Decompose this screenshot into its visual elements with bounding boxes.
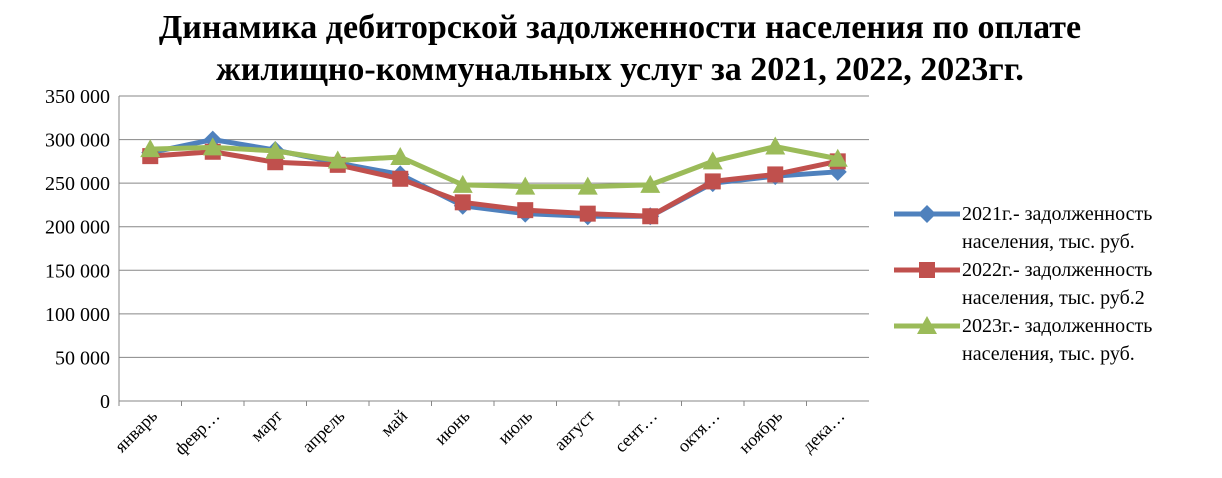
marker	[392, 170, 409, 187]
legend-swatch	[894, 262, 960, 278]
y-tick-label: 0	[100, 391, 110, 413]
y-tick-label: 100 000	[45, 304, 110, 326]
x-tick-label: май	[377, 405, 412, 440]
x-tick-label: март	[247, 406, 287, 446]
legend-swatch	[894, 316, 960, 334]
x-tick-label: июль	[494, 406, 536, 448]
legend-item: 2023г.- задолженность населения, тыс. ру…	[890, 312, 1220, 368]
marker	[917, 316, 937, 334]
marker	[919, 262, 935, 278]
series-line	[150, 149, 839, 219]
marker	[827, 148, 848, 167]
legend-label: 2022г.- задолженность населения, тыс. ру…	[962, 259, 1153, 309]
legend-item: 2021г.- задолженность населения, тыс. ру…	[890, 200, 1220, 256]
marker	[452, 174, 473, 193]
marker	[579, 205, 596, 222]
y-tick-label: 250 000	[45, 173, 110, 195]
marker	[642, 208, 659, 225]
y-tick-label: 50 000	[55, 347, 110, 369]
marker	[265, 140, 286, 159]
marker	[515, 176, 536, 195]
x-tick-label: дека…	[798, 406, 849, 457]
marker	[517, 202, 534, 219]
marker	[390, 147, 411, 165]
x-tick-label: январь	[111, 406, 161, 456]
marker	[767, 166, 784, 183]
marker	[327, 150, 348, 169]
marker	[765, 136, 786, 155]
marker	[640, 174, 661, 193]
x-tick-label: октя…	[673, 406, 724, 457]
legend-item: 2022г.- задолженность населения, тыс. ру…	[890, 256, 1220, 312]
marker	[918, 205, 936, 223]
legend-label: 2023г.- задолженность населения, тыс. ру…	[962, 315, 1153, 365]
x-tick-label: апрель	[298, 406, 349, 457]
x-tick-label: ноябрь	[735, 406, 787, 458]
y-tick-label: 300 000	[45, 130, 110, 152]
x-tick-label: август	[550, 406, 599, 455]
x-tick-label: сент…	[610, 406, 661, 457]
marker	[704, 173, 721, 190]
marker	[202, 137, 223, 156]
y-tick-label: 350 000	[45, 86, 110, 108]
y-tick-label: 150 000	[45, 260, 110, 282]
legend-label: 2021г.- задолженность населения, тыс. ру…	[962, 203, 1153, 253]
legend: 2021г.- задолженность населения, тыс. ру…	[890, 200, 1220, 368]
marker	[454, 194, 471, 211]
chart-title: жилищно-коммунальных услуг за 2021, 2022…	[216, 51, 1024, 88]
marker	[702, 151, 723, 170]
marker	[577, 176, 598, 195]
series-line	[150, 144, 839, 190]
legend-swatch	[894, 205, 960, 223]
y-tick-label: 200 000	[45, 217, 110, 239]
chart-title: Динамика дебиторской задолженности насел…	[159, 9, 1081, 46]
marker	[140, 139, 161, 158]
x-tick-label: июнь	[431, 406, 474, 449]
x-tick-label: февр…	[170, 406, 223, 459]
